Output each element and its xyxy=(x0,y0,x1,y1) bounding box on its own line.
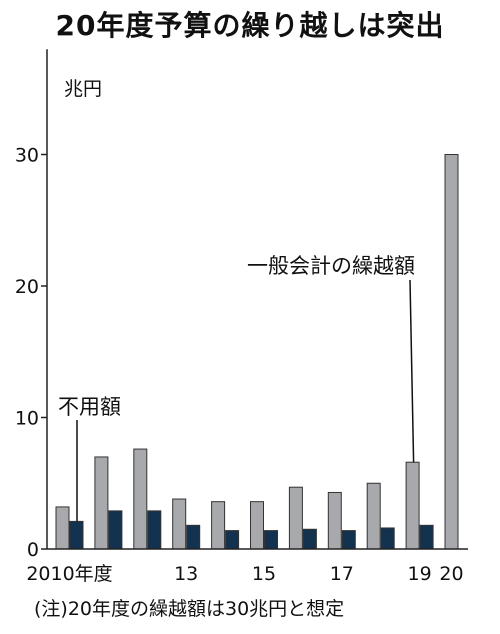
bar-unused-11 xyxy=(108,510,123,550)
y-tick-label: 0 xyxy=(27,539,39,561)
bar-carryover-20 xyxy=(444,154,459,550)
footnote: (注)20年度の繰越額は30兆円と想定 xyxy=(34,598,345,620)
x-tick-label: 20 xyxy=(439,563,463,585)
bar-unused-19 xyxy=(419,524,434,550)
x-tick-label: 13 xyxy=(174,563,198,585)
series-label-carryover: 一般会計の繰越額 xyxy=(247,254,415,278)
series-label-unused: 不用額 xyxy=(58,395,121,419)
x-tick-label: 2010年度 xyxy=(26,563,112,585)
bar-carryover-2010 xyxy=(55,506,70,550)
bar-carryover-18 xyxy=(366,482,381,550)
bar-carryover-14 xyxy=(211,501,226,550)
bar-carryover-16 xyxy=(288,486,303,550)
bar-unused-14 xyxy=(225,530,240,550)
leader-line-carryover xyxy=(409,279,415,463)
x-tick-label: 17 xyxy=(330,563,354,585)
y-tick-label: 30 xyxy=(15,145,39,167)
bar-carryover-17 xyxy=(327,491,342,550)
chart-title: 20年度予算の繰り越しは突出 xyxy=(55,9,445,42)
bar-carryover-15 xyxy=(250,501,264,550)
bar-unused-15 xyxy=(264,530,278,550)
bar-unused-13 xyxy=(186,524,201,550)
bar-unused-17 xyxy=(341,530,356,550)
y-tick-label: 20 xyxy=(15,276,39,298)
y-unit-label: 兆円 xyxy=(64,78,102,100)
bar-unused-12 xyxy=(147,510,162,550)
bar-unused-18 xyxy=(380,527,395,550)
bar-carryover-13 xyxy=(172,498,187,550)
bar-carryover-11 xyxy=(94,456,109,550)
x-tick-label: 15 xyxy=(252,563,276,585)
y-tick-label: 10 xyxy=(15,408,39,430)
bar-carryover-19 xyxy=(405,461,420,550)
bar-carryover-12 xyxy=(133,448,148,550)
x-tick-label: 19 xyxy=(408,563,432,585)
bar-unused-16 xyxy=(302,528,317,550)
bar-unused-2010 xyxy=(69,520,84,550)
